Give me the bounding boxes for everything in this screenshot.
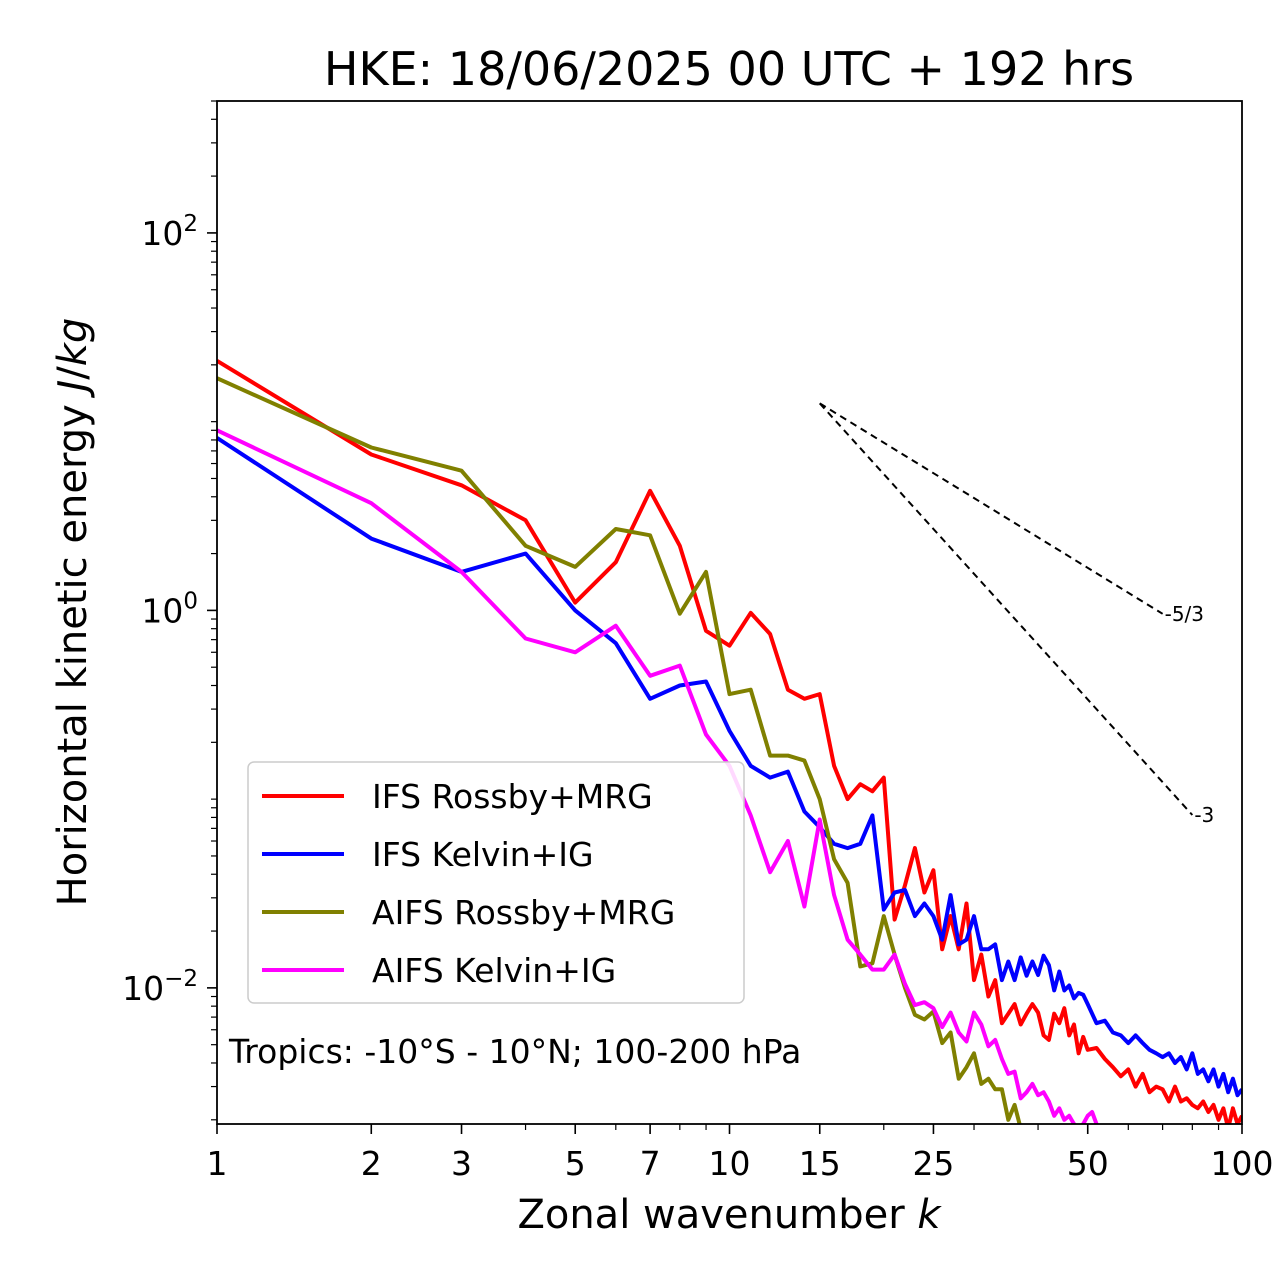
x-tick-label: 5 (565, 1144, 586, 1183)
x-axis-ticks: 1 2 3 5 7 10 15 25 50 100 (207, 1124, 1274, 1183)
x-tick-label: 7 (640, 1144, 661, 1183)
y-tick-label: 102 (141, 211, 198, 253)
legend-label-2: AIFS Rossby+MRG (372, 893, 675, 932)
legend: IFS Rossby+MRG IFS Kelvin+IG AIFS Rossby+M… (247, 761, 745, 1004)
series-line-3 (217, 428, 1099, 1124)
x-tick-label: 3 (451, 1144, 472, 1183)
series-line-1 (217, 436, 1242, 1098)
y-axis-label: Horizontal kinetic energy J/kg (50, 318, 96, 907)
series-lines (217, 359, 1242, 1124)
x-tick-label: 2 (361, 1144, 382, 1183)
series-line-2 (217, 376, 1022, 1124)
x-tick-label: 100 (1211, 1144, 1274, 1183)
chart-title: HKE: 18/06/2025 00 UTC + 192 hrs (324, 42, 1134, 96)
legend-label-1: IFS Kelvin+IG (372, 835, 594, 874)
x-tick-label: 10 (709, 1144, 751, 1183)
x-axis-label: Zonal wavenumber k (517, 1192, 942, 1238)
legend-label-0: IFS Rossby+MRG (372, 777, 653, 816)
legend-label-3: AIFS Kelvin+IG (372, 951, 616, 990)
x-tick-label: 50 (1067, 1144, 1109, 1183)
region-annotation: Tropics: -10°S - 10°N; 100-200 hPa (228, 1032, 801, 1071)
reference-line-1 (819, 402, 1194, 816)
series-line-0 (217, 359, 1242, 1124)
legend-box (247, 761, 745, 1004)
x-tick-label: 1 (207, 1144, 228, 1183)
x-tick-label: 25 (912, 1144, 954, 1183)
y-tick-label: 100 (141, 588, 198, 630)
reference-slope-lines (819, 402, 1194, 816)
y-axis-ticks: 10−2 100 102 (122, 100, 217, 1121)
reference-label-0: -5/3 (1165, 602, 1204, 626)
reference-slope-labels: -5/3 -3 (1165, 602, 1215, 827)
x-tick-label: 15 (799, 1144, 841, 1183)
reference-label-1: -3 (1194, 803, 1214, 827)
y-tick-label: 10−2 (122, 966, 198, 1008)
